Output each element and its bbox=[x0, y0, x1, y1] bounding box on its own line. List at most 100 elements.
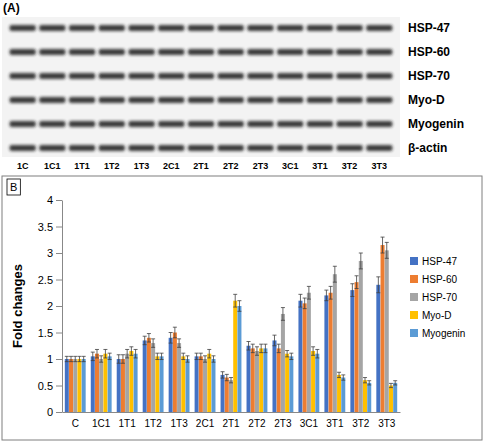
band bbox=[366, 73, 392, 79]
lane-label: 2C1 bbox=[163, 161, 180, 171]
error-cap bbox=[341, 374, 345, 375]
error-bar bbox=[79, 356, 80, 361]
error-cap bbox=[221, 371, 225, 372]
bar bbox=[143, 340, 147, 412]
error-cap bbox=[376, 292, 380, 293]
lane-label: 1C bbox=[17, 161, 29, 171]
band bbox=[277, 97, 303, 103]
band bbox=[366, 49, 392, 55]
error-cap bbox=[285, 356, 289, 357]
error-cap bbox=[337, 377, 341, 378]
error-bar bbox=[278, 344, 279, 352]
error-cap bbox=[77, 356, 81, 357]
panel-label: (A) bbox=[3, 1, 20, 15]
bar bbox=[376, 285, 380, 412]
legend-swatch bbox=[410, 275, 418, 283]
blot-bands bbox=[10, 25, 393, 151]
band bbox=[337, 121, 363, 127]
error-cap bbox=[225, 374, 229, 375]
protein-label: Myo-D bbox=[408, 93, 445, 107]
error-cap bbox=[381, 253, 385, 254]
error-cap bbox=[298, 307, 302, 308]
error-bar bbox=[222, 372, 223, 378]
error-cap bbox=[324, 290, 328, 291]
bar bbox=[177, 343, 181, 412]
tick-label: 3C1 bbox=[300, 418, 319, 429]
error-bar bbox=[226, 374, 227, 380]
error-bar bbox=[256, 347, 257, 355]
error-cap bbox=[393, 384, 397, 385]
error-bar bbox=[343, 375, 344, 380]
error-cap bbox=[233, 307, 237, 308]
band bbox=[218, 49, 244, 55]
error-bar bbox=[395, 381, 396, 385]
lane-label: 1T1 bbox=[74, 161, 90, 171]
error-bar bbox=[282, 308, 283, 321]
band bbox=[69, 145, 95, 151]
error-cap bbox=[251, 352, 255, 353]
legend-swatch bbox=[410, 329, 418, 337]
protein-label: HSP-47 bbox=[408, 21, 450, 35]
tick: 2T2 bbox=[248, 418, 266, 429]
error-cap bbox=[147, 342, 151, 343]
error-cap bbox=[259, 352, 263, 353]
band bbox=[158, 49, 184, 55]
band bbox=[247, 121, 273, 127]
bar bbox=[181, 356, 185, 412]
bar bbox=[259, 348, 263, 412]
error-bar bbox=[360, 253, 361, 269]
band bbox=[247, 25, 273, 31]
tick: 1.5 bbox=[38, 327, 62, 339]
error-bar bbox=[356, 276, 357, 289]
bar bbox=[311, 351, 315, 412]
error-cap bbox=[99, 355, 103, 356]
error-cap bbox=[65, 361, 69, 362]
error-cap bbox=[272, 335, 276, 336]
tick-mark bbox=[56, 253, 62, 254]
tick: 1T3 bbox=[170, 418, 188, 429]
band bbox=[277, 25, 303, 31]
band bbox=[128, 73, 154, 79]
error-bar bbox=[313, 347, 314, 355]
error-cap bbox=[385, 258, 389, 259]
error-cap bbox=[285, 350, 289, 351]
error-cap bbox=[95, 357, 99, 358]
band bbox=[218, 145, 244, 151]
band bbox=[99, 73, 125, 79]
error-cap bbox=[363, 377, 367, 378]
error-cap bbox=[203, 355, 207, 356]
error-cap bbox=[173, 337, 177, 338]
error-cap bbox=[281, 320, 285, 321]
band bbox=[188, 145, 214, 151]
band bbox=[39, 73, 65, 79]
error-cap bbox=[108, 359, 112, 360]
bar bbox=[229, 380, 233, 412]
error-cap bbox=[117, 363, 121, 364]
band bbox=[128, 145, 154, 151]
bar bbox=[203, 359, 207, 412]
error-bar bbox=[390, 383, 391, 387]
band bbox=[247, 49, 273, 55]
band bbox=[99, 25, 125, 31]
tick-label: 1T2 bbox=[145, 418, 163, 429]
bar bbox=[233, 301, 237, 412]
tick: 1C1 bbox=[92, 418, 111, 429]
tick-label: 3 bbox=[47, 247, 53, 259]
tick-label: 2.5 bbox=[38, 274, 53, 286]
bar bbox=[82, 359, 86, 412]
error-cap bbox=[329, 299, 333, 300]
legend: HSP-47HSP-60HSP-70Myo-DMyogenin bbox=[410, 256, 465, 339]
error-cap bbox=[359, 268, 363, 269]
band bbox=[69, 97, 95, 103]
error-bar bbox=[179, 339, 180, 347]
legend-label: HSP-47 bbox=[422, 256, 457, 267]
error-bar bbox=[330, 286, 331, 299]
error-cap bbox=[315, 357, 319, 358]
band bbox=[10, 97, 36, 103]
bar bbox=[289, 356, 293, 412]
error-bar bbox=[265, 344, 266, 352]
bar bbox=[385, 250, 389, 412]
band bbox=[337, 145, 363, 151]
band bbox=[39, 49, 65, 55]
bar bbox=[73, 359, 77, 412]
